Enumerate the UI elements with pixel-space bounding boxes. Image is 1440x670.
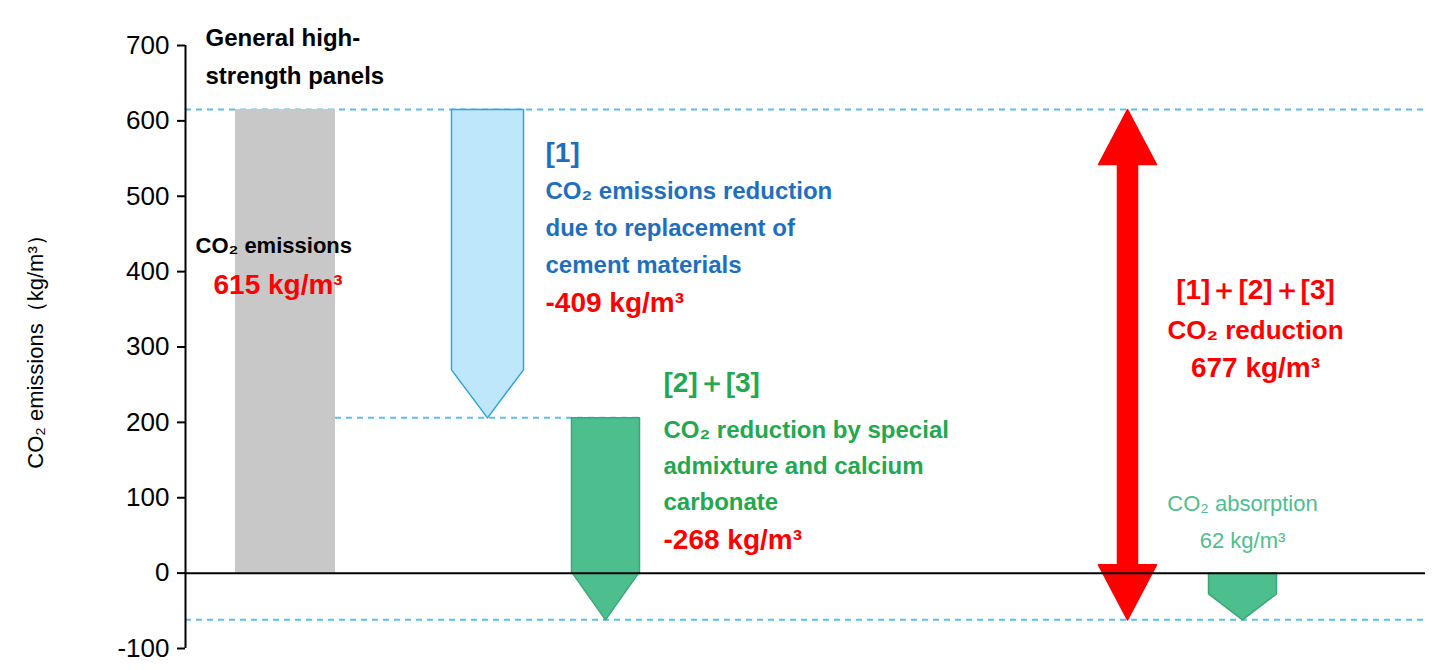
svg-text:500: 500 bbox=[126, 181, 169, 211]
svg-text:strength panels: strength panels bbox=[206, 62, 385, 89]
svg-text:General high-: General high- bbox=[206, 24, 361, 51]
svg-text:-268 kg/m³: -268 kg/m³ bbox=[664, 524, 803, 555]
svg-text:cement materials: cement materials bbox=[546, 251, 742, 278]
svg-text:CO₂ reduction by special: CO₂ reduction by special bbox=[664, 416, 949, 443]
svg-text:CO₂ emissions: CO₂ emissions bbox=[196, 233, 353, 258]
svg-text:700: 700 bbox=[126, 30, 169, 60]
svg-text:[1]: [1] bbox=[546, 137, 580, 168]
svg-text:100: 100 bbox=[126, 482, 169, 512]
svg-text:CO₂ emissions reduction: CO₂ emissions reduction bbox=[546, 177, 833, 204]
svg-text:0: 0 bbox=[155, 557, 169, 587]
svg-text:-100: -100 bbox=[117, 633, 169, 663]
svg-text:62 kg/m³: 62 kg/m³ bbox=[1200, 528, 1286, 553]
svg-text:200: 200 bbox=[126, 407, 169, 437]
svg-text:CO₂ absorption: CO₂ absorption bbox=[1167, 491, 1317, 516]
svg-text:CO₂ emissions（kg/m³）: CO₂ emissions（kg/m³） bbox=[23, 224, 48, 468]
svg-text:carbonate: carbonate bbox=[664, 488, 779, 515]
svg-text:[2]＋[3]: [2]＋[3] bbox=[664, 367, 760, 398]
svg-text:677 kg/m³: 677 kg/m³ bbox=[1191, 352, 1320, 383]
svg-text:300: 300 bbox=[126, 331, 169, 361]
svg-text:[1]＋[2]＋[3]: [1]＋[2]＋[3] bbox=[1176, 274, 1335, 305]
svg-text:400: 400 bbox=[126, 256, 169, 286]
svg-text:due to replacement of: due to replacement of bbox=[546, 214, 796, 241]
svg-text:615 kg/m³: 615 kg/m³ bbox=[214, 269, 343, 300]
svg-text:admixture and calcium: admixture and calcium bbox=[664, 452, 924, 479]
svg-text:-409 kg/m³: -409 kg/m³ bbox=[546, 287, 685, 318]
svg-text:600: 600 bbox=[126, 105, 169, 135]
svg-text:CO₂ reduction: CO₂ reduction bbox=[1167, 315, 1343, 345]
